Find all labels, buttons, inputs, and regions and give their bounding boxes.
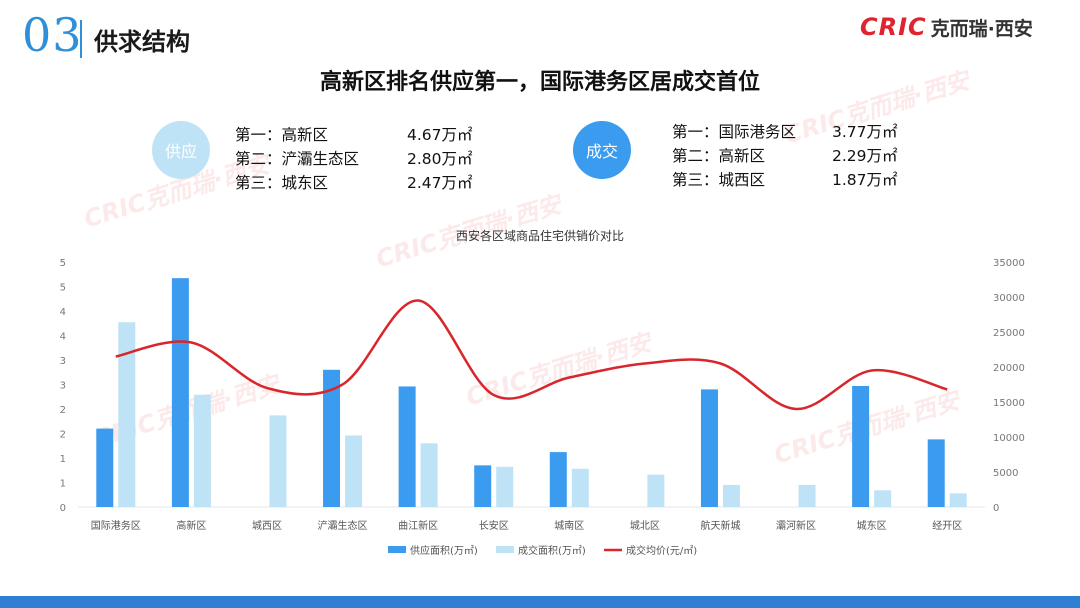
legend-swatch — [388, 546, 406, 553]
supply-area-bar — [474, 465, 492, 507]
legend-label: 成交均价(元/㎡) — [626, 544, 697, 557]
logo-mark: CRIC — [860, 13, 927, 41]
deal-area-bar — [722, 484, 740, 507]
deal-area-bar — [269, 415, 287, 507]
supply-area-bar — [927, 439, 945, 507]
rank-label: 第三： — [235, 174, 282, 192]
right-axis-tick: 10000 — [993, 433, 1025, 444]
category-label: 城北区 — [630, 520, 660, 532]
rank-district: 城西区 — [718, 171, 766, 189]
footer-bar — [0, 596, 1080, 608]
deal-area-bar — [193, 394, 211, 507]
header: 03 供求结构 CRIC 克而瑞·西安 — [0, 0, 1080, 70]
category-label: 经开区 — [932, 519, 962, 532]
supply-demand-price-chart: 西安各区域商品住宅供销价对比 0 1 1 2 2 3 3 4 4 5 5 0 5000 10000 150… — [60, 228, 1025, 557]
category-label: 高新区 — [176, 519, 206, 532]
rank-district: 高新区 — [718, 147, 766, 165]
supply-rank-row: 第三：城东区 2.47万㎡ — [235, 171, 473, 195]
left-axis-tick: 0 — [60, 503, 66, 514]
supply-area-bar — [549, 452, 567, 507]
right-axis-tick: 35000 — [993, 258, 1025, 269]
page-headline: 高新区排名供应第一，国际港务区居成交首位 — [319, 70, 760, 95]
right-axis-tick: 5000 — [993, 468, 1018, 479]
legend-swatch — [496, 546, 514, 553]
deal-area-bar — [496, 466, 514, 507]
category-label: 长安区 — [479, 519, 509, 532]
rank-area: 4.67万㎡ — [407, 126, 473, 144]
deal-rank-row: 第三：城西区 1.87万㎡ — [672, 168, 898, 192]
legend-label: 成交面积(万㎡) — [518, 544, 586, 557]
left-axis-tick: 4 — [60, 332, 66, 343]
supply-area-bar — [700, 389, 718, 507]
deal-badge: 成交 — [573, 121, 631, 179]
category-label: 曲江新区 — [398, 519, 438, 532]
rank-label: 第一： — [672, 123, 719, 141]
supply-area-bar — [398, 386, 416, 507]
supply-area-bar — [96, 428, 114, 507]
section-title: 供求结构 — [94, 28, 190, 56]
supply-area-bar — [852, 385, 870, 507]
deal-area-bar — [118, 322, 136, 507]
category-label: 灞河新区 — [776, 519, 816, 532]
rank-area: 2.47万㎡ — [407, 174, 473, 192]
left-axis-tick: 1 — [60, 479, 66, 490]
chart-title: 西安各区域商品住宅供销价对比 — [456, 228, 624, 243]
rank-label: 第三： — [672, 171, 719, 189]
supply-rank-row: 第二：浐灞生态区 2.80万㎡ — [235, 147, 473, 171]
left-axis-tick: 5 — [60, 283, 66, 294]
category-label: 城西区 — [252, 520, 282, 532]
rank-district: 高新区 — [281, 126, 329, 144]
deal-rank-row: 第二：高新区 2.29万㎡ — [672, 144, 898, 168]
left-axis-tick: 3 — [60, 356, 66, 367]
deal-area-bar — [571, 468, 589, 507]
cric-logo: CRIC 克而瑞·西安 — [860, 12, 1033, 42]
rank-label: 第一： — [235, 126, 282, 144]
left-axis-tick: 3 — [60, 381, 66, 392]
deal-area-bar — [647, 474, 665, 507]
rank-district: 国际港务区 — [718, 123, 797, 141]
right-axis-tick: 20000 — [993, 363, 1025, 374]
section-number: 03 — [22, 8, 83, 62]
logo-text: 克而瑞·西安 — [930, 17, 1033, 40]
supply-rank-row: 第一：高新区 4.67万㎡ — [235, 123, 473, 147]
rank-district: 浐灞生态区 — [281, 150, 360, 168]
left-axis-tick: 1 — [60, 454, 66, 465]
deal-area-bar — [949, 493, 967, 507]
avg-price-line — [115, 299, 948, 411]
rank-district: 城东区 — [281, 174, 329, 192]
category-label: 国际港务区 — [91, 519, 141, 532]
rank-area: 3.77万㎡ — [832, 123, 898, 141]
supply-area-bar — [171, 278, 189, 507]
left-axis-tick: 5 — [60, 258, 66, 269]
left-axis-tick: 2 — [60, 405, 66, 416]
right-axis-tick: 30000 — [993, 293, 1025, 304]
rank-label: 第二： — [672, 147, 719, 165]
category-label: 城东区 — [857, 519, 887, 532]
deal-rank-row: 第一：国际港务区 3.77万㎡ — [672, 120, 898, 144]
deal-area-bar — [345, 435, 363, 507]
supply-area-bar — [323, 369, 341, 507]
deal-area-bar — [798, 484, 816, 507]
deal-area-bar — [874, 490, 892, 507]
left-axis-tick: 4 — [60, 307, 66, 318]
category-label: 浐灞生态区 — [318, 519, 368, 532]
supply-badge: 供应 — [152, 121, 210, 179]
rank-area: 2.29万㎡ — [832, 147, 898, 165]
right-axis-tick: 15000 — [993, 398, 1025, 409]
left-axis-tick: 2 — [60, 430, 66, 441]
rank-label: 第二： — [235, 150, 282, 168]
rank-area: 2.80万㎡ — [407, 150, 473, 168]
legend-label: 供应面积(万㎡) — [410, 544, 478, 557]
category-label: 城南区 — [554, 519, 584, 532]
right-axis-tick: 25000 — [993, 328, 1025, 339]
rank-area: 1.87万㎡ — [832, 171, 898, 189]
section-divider — [80, 20, 82, 58]
deal-area-bar — [420, 443, 438, 507]
category-label: 航天新城 — [700, 519, 740, 532]
right-axis-tick: 0 — [993, 503, 999, 514]
